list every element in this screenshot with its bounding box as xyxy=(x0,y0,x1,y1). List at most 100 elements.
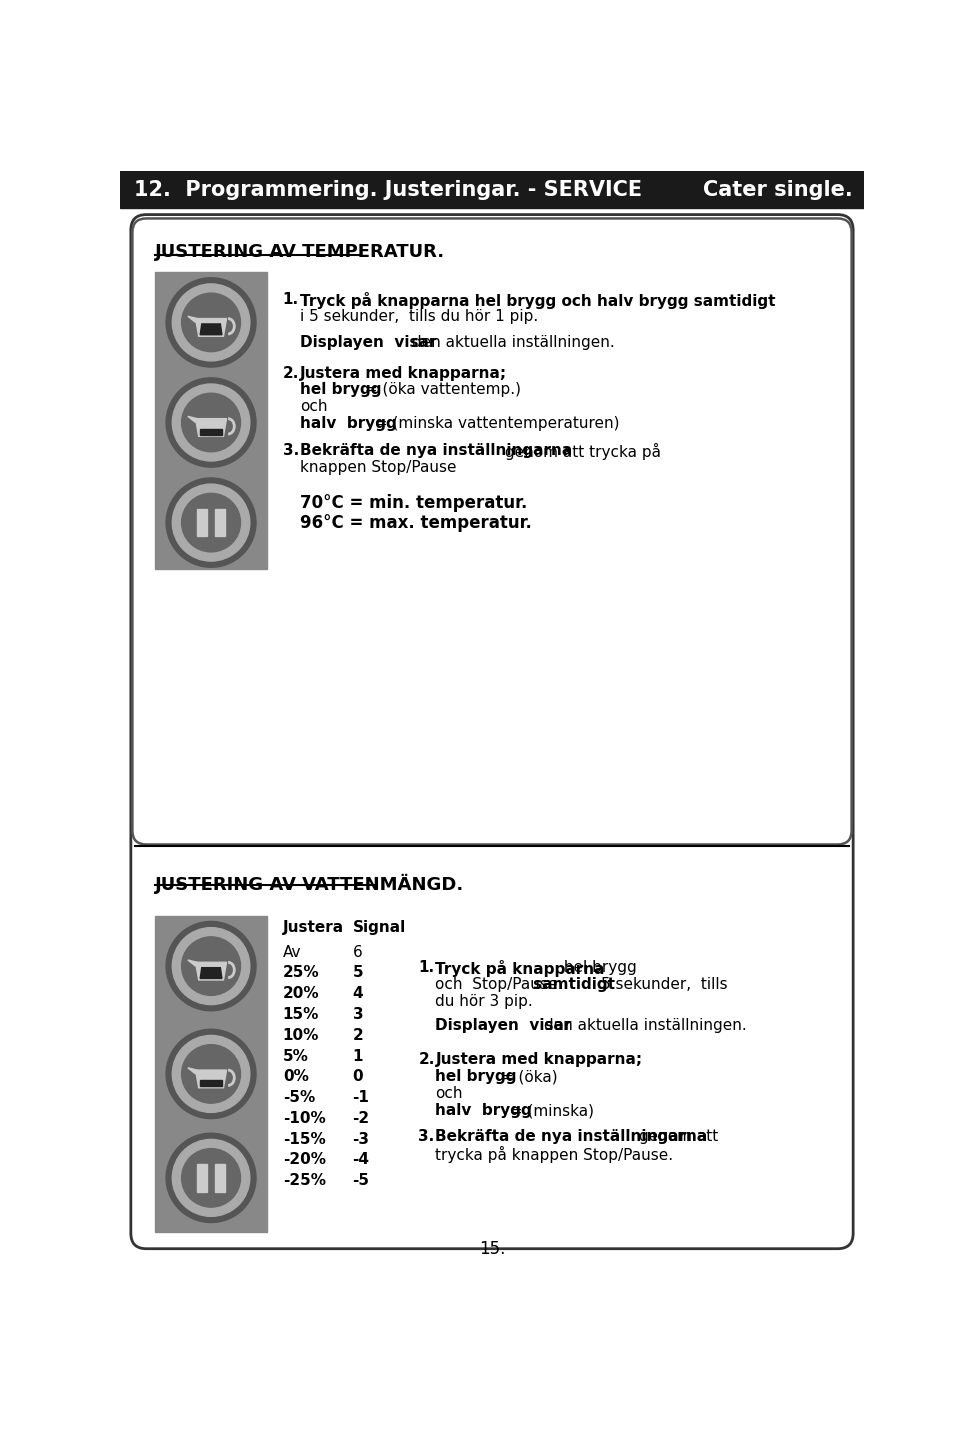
Text: -10%: -10% xyxy=(283,1110,325,1126)
Circle shape xyxy=(166,1133,256,1223)
Polygon shape xyxy=(201,429,222,434)
Polygon shape xyxy=(188,1067,197,1075)
Text: 6: 6 xyxy=(352,945,362,959)
Text: trycka på knappen Stop/Pause.: trycka på knappen Stop/Pause. xyxy=(436,1146,674,1163)
Text: JUSTERING AV TEMPERATUR.: JUSTERING AV TEMPERATUR. xyxy=(155,243,445,262)
Bar xyxy=(155,273,267,569)
Polygon shape xyxy=(188,960,197,966)
Text: 70°C = min. temperatur.: 70°C = min. temperatur. xyxy=(300,494,527,512)
Text: den aktuella inställningen.: den aktuella inställningen. xyxy=(540,1019,747,1033)
Text: 20%: 20% xyxy=(283,986,320,1002)
Text: -5%: -5% xyxy=(283,1090,315,1105)
Text: 15.: 15. xyxy=(479,1240,505,1258)
Circle shape xyxy=(166,1029,256,1119)
Text: hel brygg: hel brygg xyxy=(560,960,637,975)
Text: Displayen  visar: Displayen visar xyxy=(300,334,436,350)
Text: i 5 sekunder,  tills du hör 1 pip.: i 5 sekunder, tills du hör 1 pip. xyxy=(300,309,538,323)
Polygon shape xyxy=(201,967,222,979)
Text: 0: 0 xyxy=(352,1069,363,1085)
Text: 15%: 15% xyxy=(283,1007,319,1022)
Circle shape xyxy=(172,484,250,562)
Circle shape xyxy=(181,493,241,552)
FancyBboxPatch shape xyxy=(132,219,852,845)
Text: och  Stop/Pause: och Stop/Pause xyxy=(436,977,558,992)
Text: Justera med knapparna;: Justera med knapparna; xyxy=(300,366,507,380)
Circle shape xyxy=(172,1139,250,1216)
Text: 10%: 10% xyxy=(283,1027,319,1043)
Text: samtidigt: samtidigt xyxy=(528,977,615,992)
Text: 4: 4 xyxy=(352,986,363,1002)
Text: 3: 3 xyxy=(352,1007,363,1022)
Circle shape xyxy=(172,384,250,462)
Text: -2: -2 xyxy=(352,1110,370,1126)
Text: = (öka): = (öka) xyxy=(496,1069,558,1085)
Text: 5%: 5% xyxy=(283,1049,308,1063)
Text: 3.: 3. xyxy=(283,443,299,459)
Text: -3: -3 xyxy=(352,1132,370,1146)
Text: och: och xyxy=(436,1086,463,1102)
Circle shape xyxy=(181,393,241,452)
Text: 2.: 2. xyxy=(419,1052,435,1067)
Text: -25%: -25% xyxy=(283,1173,325,1189)
Circle shape xyxy=(166,477,256,567)
Bar xyxy=(197,509,207,536)
Polygon shape xyxy=(188,416,197,423)
Polygon shape xyxy=(196,419,227,436)
Polygon shape xyxy=(201,324,222,334)
Text: du hör 3 pip.: du hör 3 pip. xyxy=(436,993,533,1009)
Text: 2: 2 xyxy=(352,1027,363,1043)
Text: och: och xyxy=(300,399,327,414)
Text: = (öka vattentemp.): = (öka vattentemp.) xyxy=(360,383,521,397)
Text: -1: -1 xyxy=(352,1090,370,1105)
Bar xyxy=(215,509,225,536)
Text: -5: -5 xyxy=(352,1173,370,1189)
Text: Justera: Justera xyxy=(283,920,344,935)
Text: Av: Av xyxy=(283,945,301,959)
Text: 5: 5 xyxy=(352,966,363,980)
Text: 1.: 1. xyxy=(283,292,299,307)
Circle shape xyxy=(172,1036,250,1112)
Text: den aktuella inställningen.: den aktuella inställningen. xyxy=(407,334,614,350)
Circle shape xyxy=(181,293,241,352)
Polygon shape xyxy=(201,1080,222,1086)
Text: i 5 sekunder,  tills: i 5 sekunder, tills xyxy=(588,977,728,992)
Text: Tryck på knapparna hel brygg och halv brygg samtidigt: Tryck på knapparna hel brygg och halv br… xyxy=(300,292,776,309)
Text: 25%: 25% xyxy=(283,966,320,980)
Text: -4: -4 xyxy=(352,1152,370,1167)
Text: Tryck på knapparna: Tryck på knapparna xyxy=(436,960,605,977)
Bar xyxy=(197,1165,207,1192)
Polygon shape xyxy=(188,316,197,323)
Text: 96°C = max. temperatur.: 96°C = max. temperatur. xyxy=(300,514,532,532)
Circle shape xyxy=(166,377,256,467)
Text: 12.  Programmering. Justeringar. - SERVICE: 12. Programmering. Justeringar. - SERVIC… xyxy=(134,180,642,200)
Bar xyxy=(215,1165,225,1192)
Text: 3.: 3. xyxy=(419,1129,435,1145)
Text: -15%: -15% xyxy=(283,1132,325,1146)
Text: Cater single.: Cater single. xyxy=(703,180,852,200)
Text: 0%: 0% xyxy=(283,1069,308,1085)
Text: 1: 1 xyxy=(352,1049,363,1063)
Circle shape xyxy=(166,277,256,367)
FancyBboxPatch shape xyxy=(131,214,853,1249)
Text: Bekräfta de nya inställningarna: Bekräfta de nya inställningarna xyxy=(300,443,572,459)
Text: Signal: Signal xyxy=(352,920,406,935)
Polygon shape xyxy=(196,319,227,336)
Circle shape xyxy=(172,284,250,362)
Text: 2.: 2. xyxy=(283,366,300,380)
Circle shape xyxy=(181,1149,241,1208)
Text: Displayen  visar: Displayen visar xyxy=(436,1019,572,1033)
Text: hel brygg: hel brygg xyxy=(300,383,381,397)
Text: Justera med knapparna;: Justera med knapparna; xyxy=(436,1052,642,1067)
Text: knappen Stop/Pause: knappen Stop/Pause xyxy=(300,460,456,476)
Text: = (minska vattentemperaturen): = (minska vattentemperaturen) xyxy=(370,416,619,432)
Circle shape xyxy=(181,1045,241,1103)
Polygon shape xyxy=(196,1070,227,1087)
Circle shape xyxy=(166,922,256,1010)
Text: JUSTERING AV VATTENMÄNGD.: JUSTERING AV VATTENMÄNGD. xyxy=(155,873,464,895)
Bar xyxy=(155,916,267,1232)
Text: genom att: genom att xyxy=(634,1129,718,1145)
Circle shape xyxy=(172,927,250,1005)
Text: 1.: 1. xyxy=(419,960,435,975)
Text: hel brygg: hel brygg xyxy=(436,1069,516,1085)
Text: = (minska): = (minska) xyxy=(505,1103,594,1117)
